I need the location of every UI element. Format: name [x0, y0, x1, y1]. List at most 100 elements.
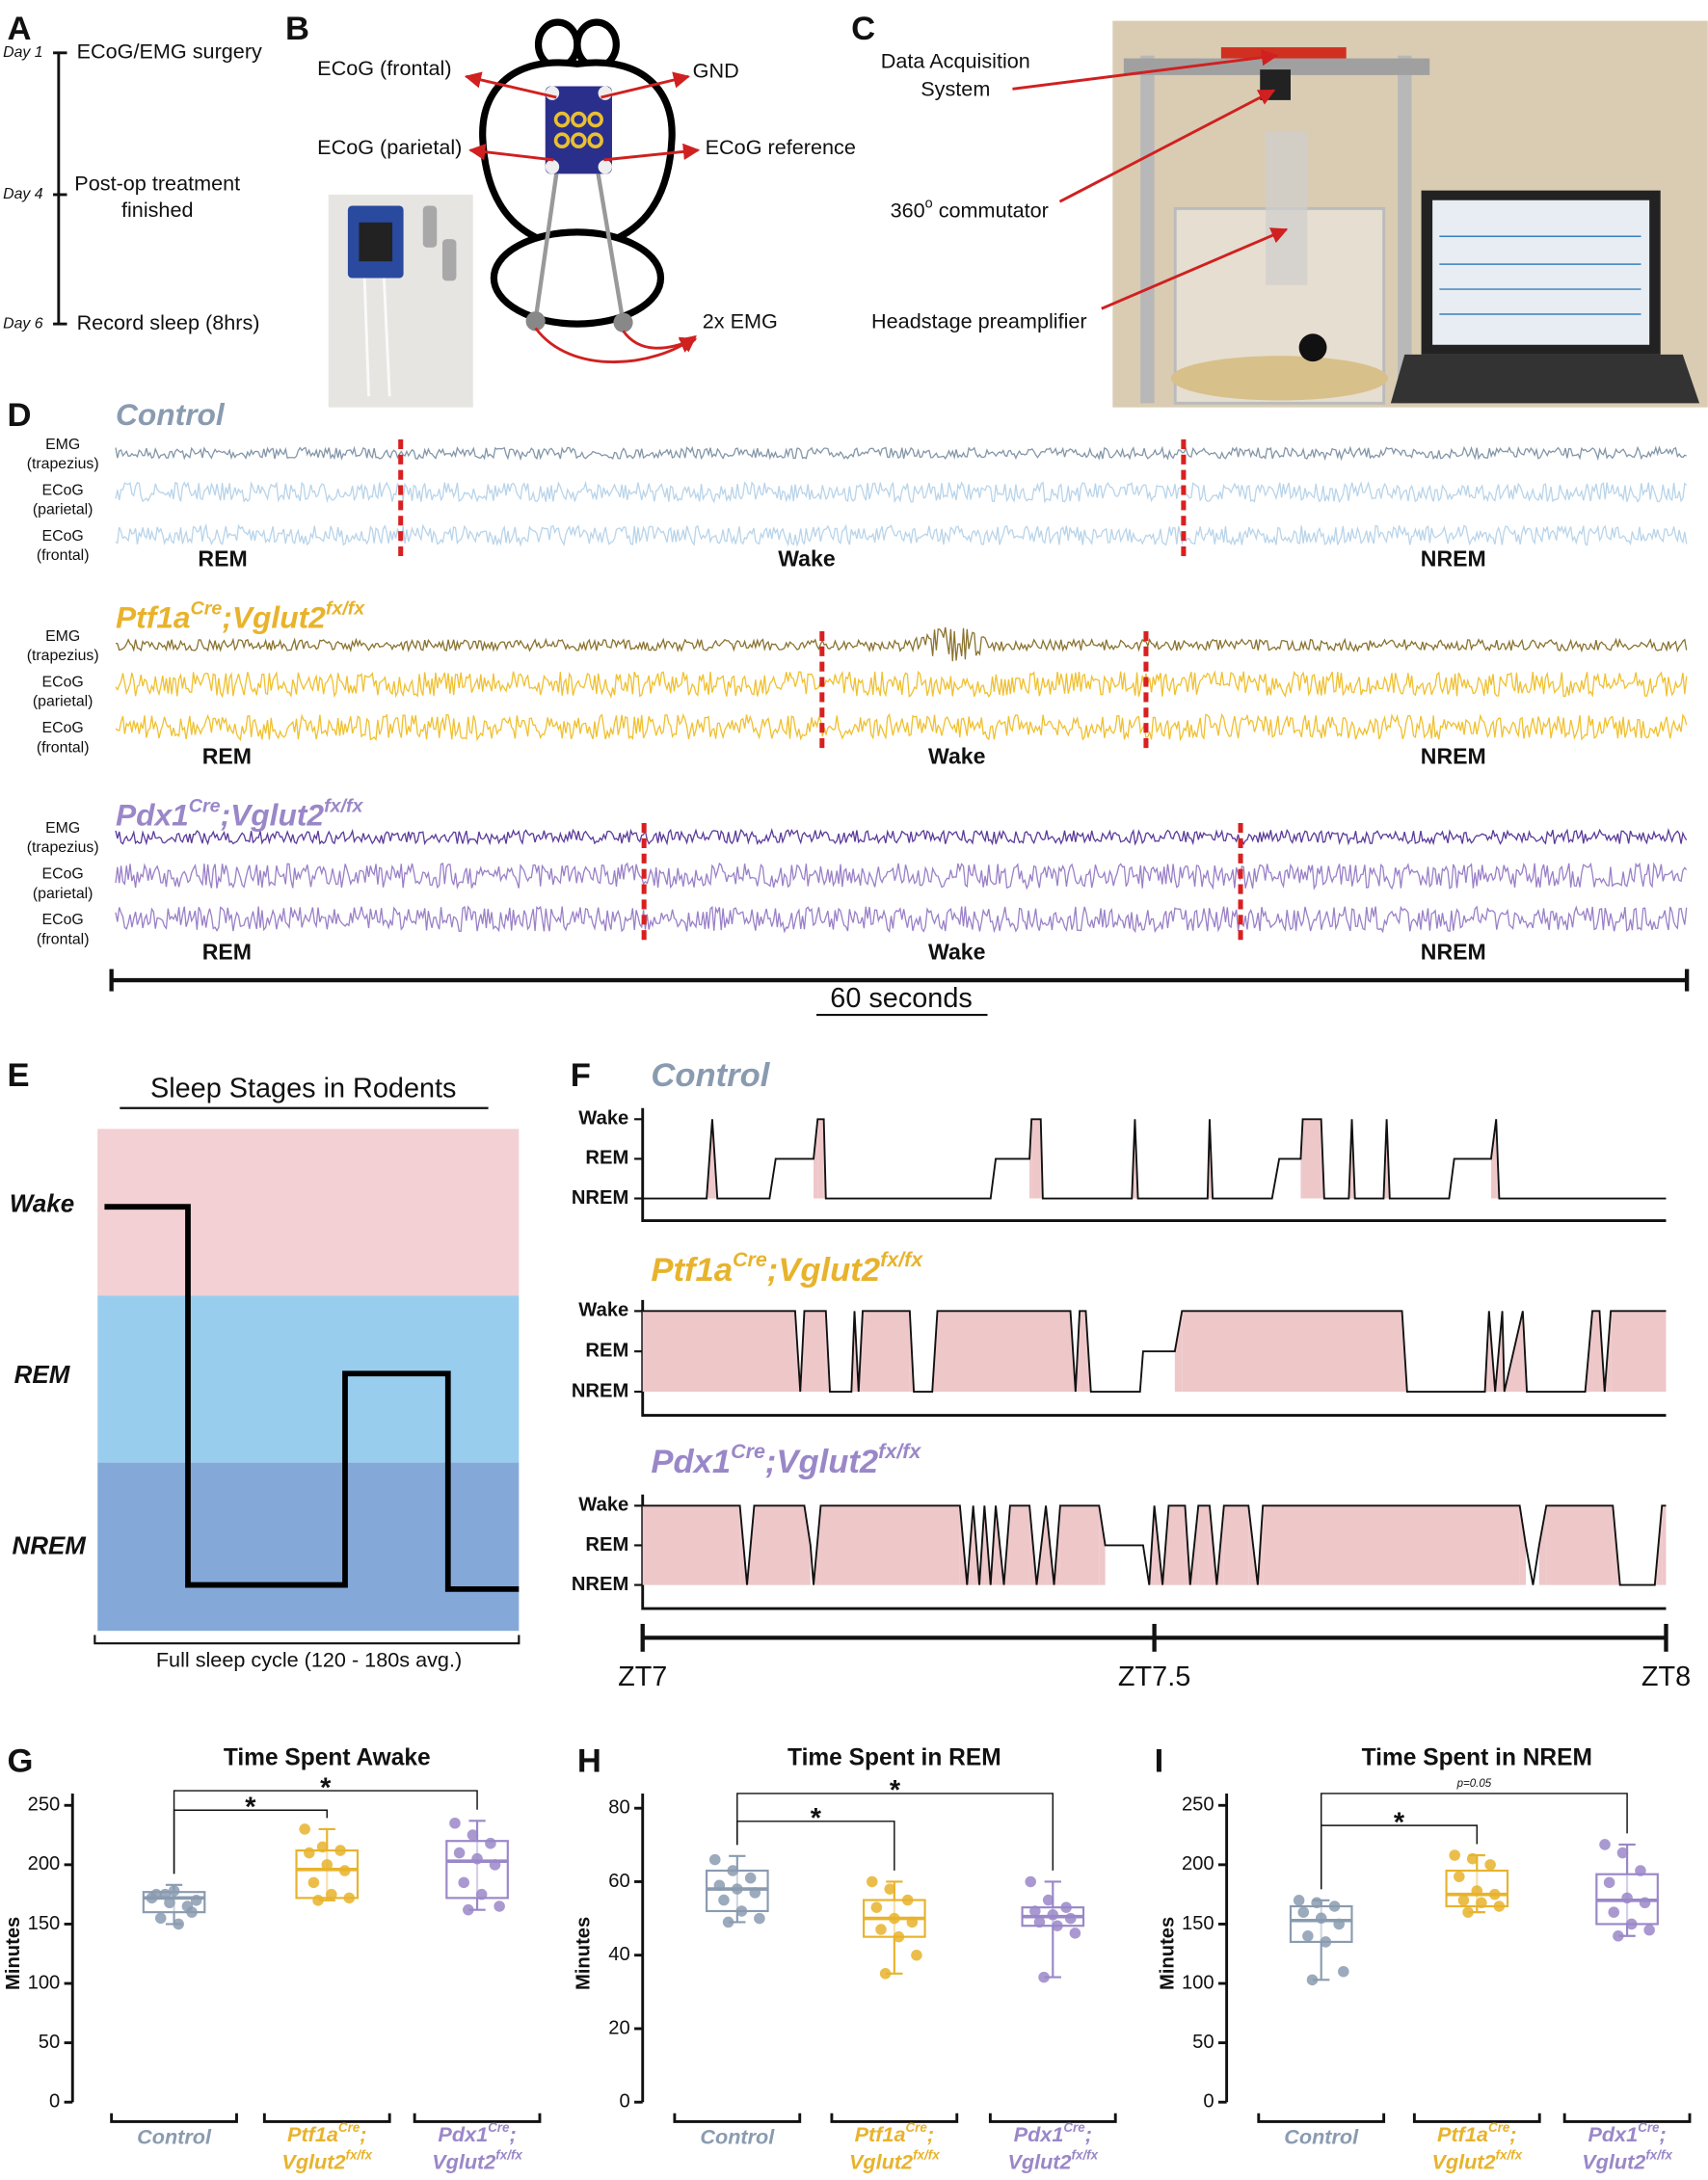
superscript: fx/fx — [346, 2148, 373, 2163]
genotype-part: Control — [700, 2124, 775, 2148]
genotype-label: Vglut2fx/fx — [849, 2148, 940, 2174]
data-point — [463, 1903, 474, 1916]
genotype-part: ; — [222, 600, 232, 635]
diagram-title: Sleep Stages in Rodents — [150, 1074, 457, 1104]
panel-letter: E — [7, 1057, 29, 1094]
signal-trace — [115, 905, 1688, 934]
data-point — [334, 1845, 346, 1856]
superscript: Cre — [1063, 2120, 1085, 2135]
genotype-label: Pdx1Cre;Vglut2fx/fx — [651, 1440, 921, 1480]
genotype-part: Vglut2 — [1431, 2149, 1495, 2173]
data-point — [475, 1888, 488, 1901]
y-tick-label: 20 — [608, 2017, 629, 2038]
data-point — [326, 1888, 337, 1901]
y-tick-label: 150 — [28, 1913, 61, 1934]
event-label: Post-op treatment — [74, 172, 240, 196]
genotype-label: Ptf1aCre;Vglut2fx/fx — [116, 598, 365, 635]
wake-shading — [1085, 1311, 1091, 1393]
superscript: fx/fx — [495, 2148, 522, 2163]
superscript: Cre — [1638, 2120, 1660, 2135]
implant — [525, 86, 633, 332]
data-point — [732, 1883, 743, 1895]
data-point — [744, 1872, 757, 1884]
genotype-label: Ptf1aCre; — [855, 2120, 934, 2146]
superscript: fx/fx — [324, 795, 363, 816]
x-tick-label: ZT7.5 — [1118, 1662, 1190, 1692]
data-point — [1639, 1897, 1651, 1909]
hypnogram-line — [642, 1118, 1667, 1200]
genotype-label: Vglut2fx/fx — [1582, 2148, 1672, 2174]
data-point — [911, 1949, 922, 1961]
y-tick-label: 0 — [1203, 2091, 1214, 2113]
genotype-label: Pdx1Cre; — [1014, 2120, 1092, 2146]
stage-name: Wake — [10, 1189, 74, 1218]
data-point — [1320, 1936, 1332, 1948]
channel-label: EMG — [45, 628, 80, 645]
data-point — [1476, 1897, 1487, 1909]
event-label: ECoG/EMG surgery — [77, 40, 262, 64]
comparison-bracket — [173, 1790, 478, 1874]
wake-shading — [1080, 1311, 1086, 1393]
implant-label: 2x EMG — [703, 308, 778, 332]
wake-shading — [1209, 1505, 1217, 1585]
setup-label: System — [921, 76, 990, 100]
data-point — [893, 1930, 905, 1943]
scale-label: 60 seconds — [830, 983, 973, 1014]
genotype-label: Control — [137, 2124, 212, 2148]
y-tick-label: 50 — [1192, 2032, 1214, 2053]
signal-trace — [115, 827, 1688, 846]
genotype-label: Control — [116, 397, 226, 432]
wake-shading — [814, 1119, 818, 1199]
wake-shading — [1519, 1505, 1527, 1585]
panel-letter: I — [1155, 1742, 1164, 1779]
y-tick-label: 200 — [1182, 1853, 1214, 1874]
chart-title: Time Spent in REM — [787, 1744, 1001, 1770]
genotype-part: Vglut2 — [1582, 2149, 1645, 2173]
chart-title: Time Spent Awake — [224, 1744, 431, 1770]
significance-label: * — [811, 1803, 822, 1834]
data-point — [489, 1859, 501, 1871]
genotype-label: Vglut2fx/fx — [1007, 2148, 1098, 2174]
wake-shading — [804, 1505, 811, 1585]
category-bracket — [1412, 2113, 1541, 2123]
setup-label: 360o commutator — [891, 196, 1049, 222]
stage-name: REM — [14, 1360, 71, 1389]
genotype-part: ; — [1509, 2122, 1516, 2146]
panel-letter: F — [571, 1057, 591, 1094]
data-point — [449, 1817, 461, 1829]
data-point — [304, 1847, 315, 1859]
setup-label-part: commutator — [933, 198, 1049, 222]
wake-shading — [1662, 1505, 1667, 1585]
data-point — [1052, 1920, 1063, 1931]
data-point — [190, 1895, 202, 1906]
data-point — [1311, 1897, 1322, 1909]
wake-shading — [642, 1505, 740, 1585]
stage-axis-label: NREM — [572, 1574, 628, 1595]
wake-shading — [1484, 1311, 1489, 1393]
panel-letter: B — [285, 11, 309, 47]
comparison-bracket — [1320, 1793, 1628, 1890]
genotype-part: ; — [927, 2122, 934, 2146]
data-point — [1029, 1905, 1041, 1917]
data-point — [1613, 1929, 1624, 1942]
genotype-part: Pdx1 — [1588, 2122, 1638, 2146]
x-tick-label: ZT7 — [618, 1662, 667, 1692]
superscript: Cre — [338, 2120, 360, 2135]
diagram-caption: Full sleep cycle (120 - 180s avg.) — [156, 1648, 462, 1672]
channel-label: (parietal) — [33, 502, 93, 518]
chart-title: Time Spent in NREM — [1362, 1744, 1592, 1770]
genotype-part: Vglut2 — [1007, 2149, 1071, 2173]
genotype-label: Vglut2fx/fx — [1431, 2148, 1522, 2174]
genotype-part: Vglut2 — [849, 2149, 913, 2173]
data-point — [173, 1918, 184, 1930]
wake-shading — [817, 1119, 824, 1199]
signal-trace — [115, 712, 1688, 742]
data-point — [458, 1876, 469, 1889]
genotype-part: Vglut2 — [230, 798, 324, 833]
wake-shading — [820, 1505, 960, 1585]
hypnogram-line — [642, 1504, 1667, 1586]
genotype-part: ; — [221, 798, 231, 833]
signal-trace — [115, 522, 1688, 547]
implant-label: ECoG (frontal) — [317, 56, 451, 80]
genotype-part: Pdx1 — [438, 2122, 488, 2146]
